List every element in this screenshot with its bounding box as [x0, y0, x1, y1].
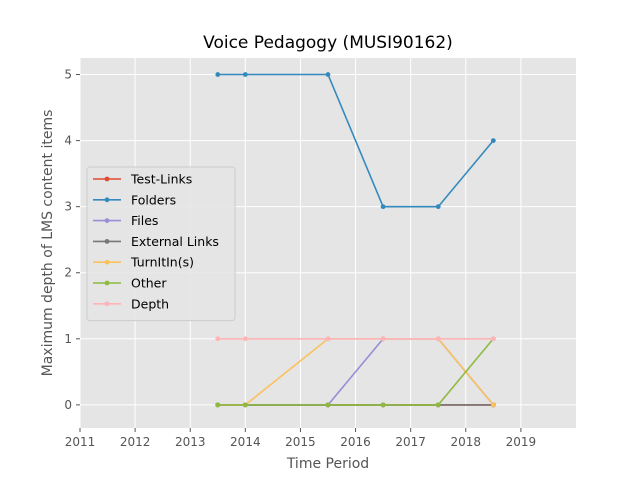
- chart-title: Voice Pedagogy (MUSI90162): [203, 33, 453, 53]
- y-tick-label: 1: [64, 332, 72, 346]
- y-axis: 0 1 2 3 4 5: [64, 68, 80, 412]
- data-point: [242, 72, 248, 77]
- data-point: [215, 402, 221, 408]
- series-depth: [215, 336, 496, 342]
- data-point: [325, 402, 331, 408]
- data-point: [215, 336, 221, 342]
- x-tick-label: 2018: [451, 435, 482, 449]
- data-point: [325, 72, 331, 77]
- legend-label: Files: [131, 213, 158, 228]
- x-tick-label: 2015: [285, 435, 316, 449]
- x-tick-label: 2013: [175, 435, 206, 449]
- data-point: [435, 336, 441, 342]
- y-axis-label: Maximum depth of LMS content items: [40, 110, 56, 377]
- y-tick-label: 5: [64, 68, 72, 82]
- legend-item: Other: [93, 276, 167, 291]
- y-tick-label: 3: [64, 200, 72, 214]
- legend-item: Files: [93, 213, 158, 228]
- data-point: [490, 336, 496, 342]
- legend-label: TurnItIn(s): [130, 255, 194, 270]
- legend-marker: [104, 218, 110, 224]
- data-point: [490, 402, 496, 408]
- legend-marker: [104, 259, 110, 265]
- legend-label: External Links: [131, 234, 219, 249]
- legend-item: Test-Links: [93, 172, 192, 187]
- series-layer: [215, 72, 496, 408]
- legend-label: Other: [131, 276, 167, 291]
- x-tick-label: 2012: [120, 435, 151, 449]
- y-tick-label: 2: [64, 266, 72, 280]
- legend-box: [86, 166, 236, 322]
- legend-marker: [104, 176, 110, 182]
- data-point: [435, 402, 441, 408]
- legend-label: Test-Links: [130, 172, 192, 187]
- legend-marker: [104, 197, 110, 203]
- legend-marker: [104, 239, 110, 244]
- legend-item: Folders: [93, 192, 176, 207]
- data-point: [380, 402, 386, 408]
- data-point: [490, 138, 496, 143]
- data-point: [380, 204, 386, 210]
- legend-marker: [104, 280, 110, 286]
- x-axis: 2011 2012 2013 2014 2015 2016 2017 2018 2019: [65, 428, 536, 449]
- data-point: [242, 336, 248, 342]
- y-tick-label: 0: [64, 398, 72, 412]
- legend-marker: [104, 301, 110, 307]
- x-tick-label: 2019: [506, 435, 537, 449]
- series-line: [217, 338, 494, 406]
- data-point: [435, 204, 441, 210]
- legend-item: External Links: [93, 234, 219, 249]
- legend-label: Depth: [131, 296, 169, 311]
- data-point: [325, 336, 331, 342]
- series-folders: [215, 72, 496, 210]
- legend: Test-Links Folders Files External Links Turn…: [86, 166, 236, 322]
- x-axis-label: Time Period: [286, 456, 369, 472]
- x-tick-label: 2017: [395, 435, 426, 449]
- data-point: [242, 402, 248, 408]
- legend-item: Depth: [93, 296, 169, 311]
- legend-item: TurnItIn(s): [93, 255, 194, 270]
- x-tick-label: 2011: [65, 435, 96, 449]
- x-tick-label: 2016: [340, 435, 371, 449]
- x-tick-label: 2014: [230, 435, 261, 449]
- series-line: [217, 73, 494, 208]
- data-point: [380, 336, 386, 342]
- legend-label: Folders: [131, 192, 176, 207]
- data-point: [215, 72, 221, 77]
- y-tick-label: 4: [64, 134, 72, 148]
